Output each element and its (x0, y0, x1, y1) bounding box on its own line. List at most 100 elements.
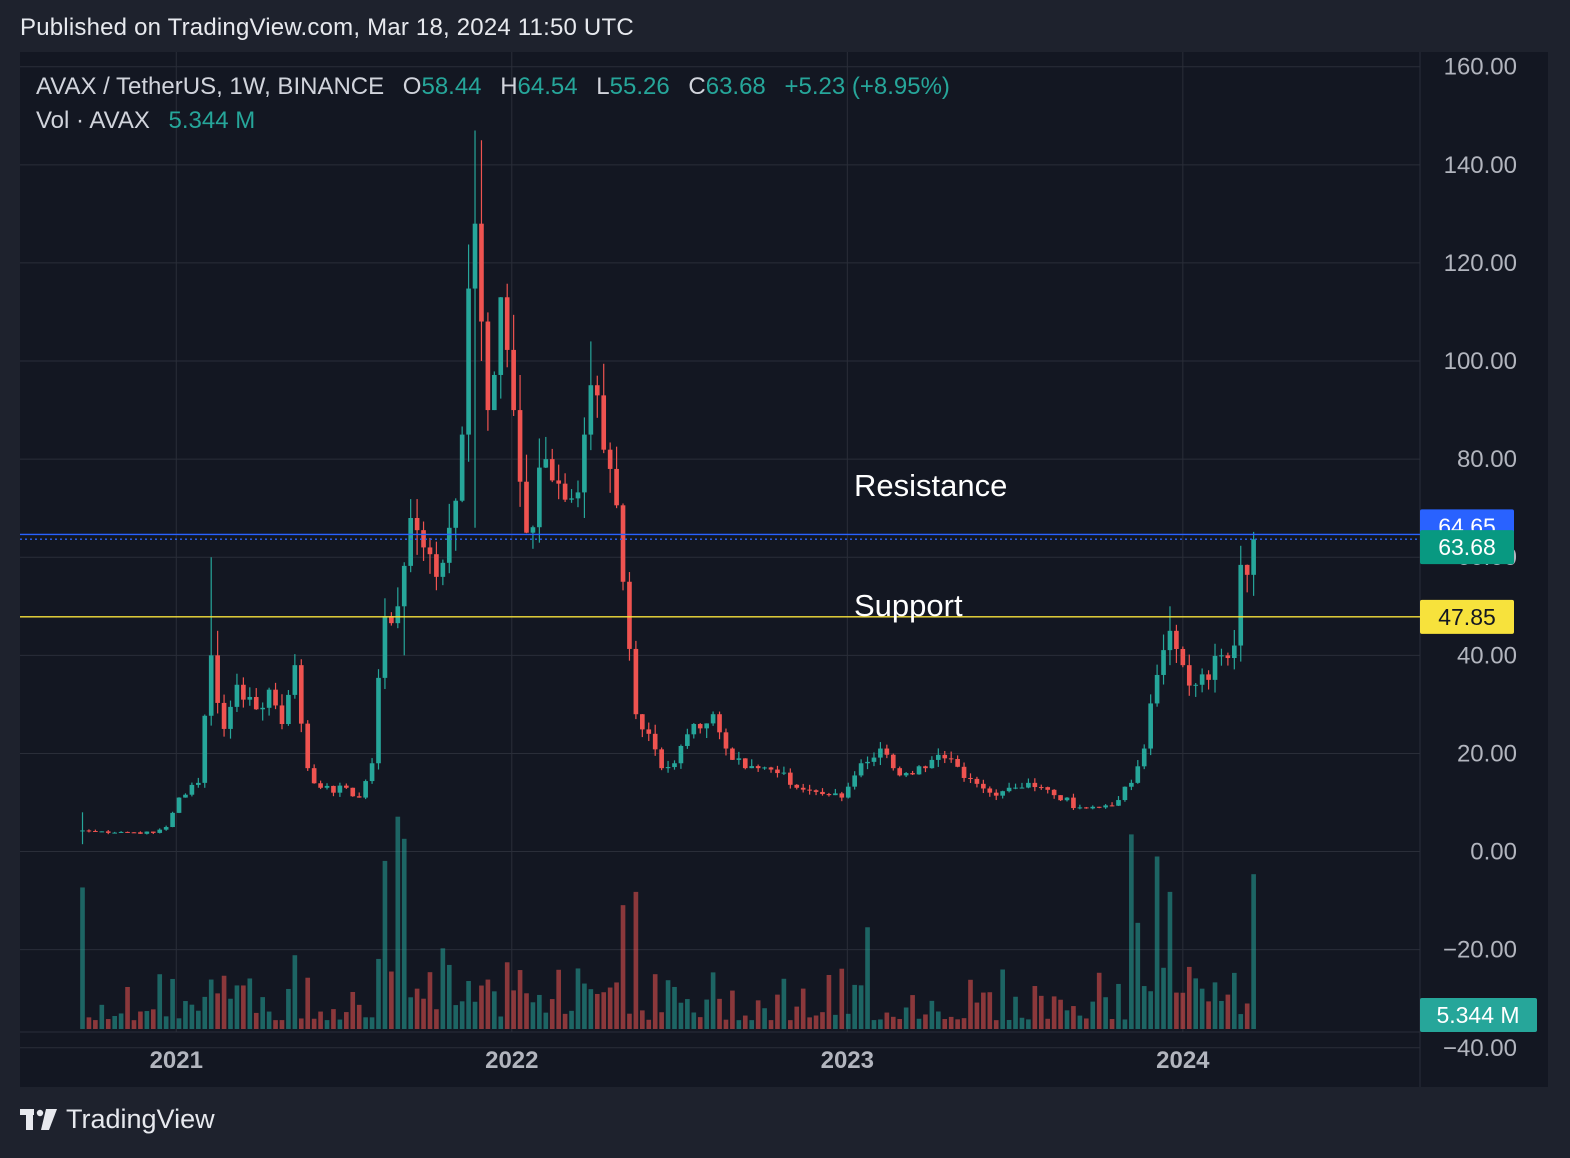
candle-body (936, 754, 941, 760)
legend-change: +5.23 (+8.95%) (784, 73, 950, 100)
candle-body (685, 734, 690, 746)
volume-bar (601, 992, 607, 1029)
volume-bar (144, 1011, 150, 1029)
legend-open-label: O (402, 73, 422, 100)
volume-bar (440, 948, 446, 1029)
volume-bar (170, 978, 175, 1029)
volume-bar (627, 1013, 632, 1029)
legend-close-label: C (688, 73, 706, 100)
y-tick-label: 140.00 (1444, 152, 1517, 179)
volume-bar (1167, 891, 1173, 1029)
volume-bar (813, 1015, 819, 1029)
x-tick-label: 2023 (821, 1047, 874, 1074)
volume-bar (253, 1012, 259, 1029)
candle-body (305, 723, 311, 769)
volume-bar (234, 985, 240, 1029)
candle-body (221, 702, 227, 729)
volume-bar (961, 1018, 967, 1029)
candle-body (852, 775, 857, 787)
volume-bar (678, 1002, 684, 1029)
footer-brand: TradingView (66, 1104, 215, 1134)
volume-bar (929, 1000, 935, 1029)
volume-bar (910, 995, 915, 1029)
candle-body (1051, 789, 1057, 796)
volume-bar (659, 1012, 664, 1029)
y-tick-label: −20.00 (1443, 937, 1517, 964)
candle-body (369, 763, 375, 782)
candle-body (691, 724, 697, 735)
volume-bar (549, 999, 555, 1029)
volume-bar (672, 986, 677, 1029)
candle-body (736, 758, 742, 760)
chart-panel[interactable]: 160.00140.00120.00100.0080.0060.0040.002… (20, 52, 1548, 1087)
volume-bar (273, 1020, 278, 1029)
candle-body (1096, 806, 1102, 808)
candle-body (762, 767, 767, 769)
candle-body (421, 530, 426, 548)
price-chart[interactable]: 160.00140.00120.00100.0080.0060.0040.002… (20, 52, 1548, 1087)
volume-bar (305, 977, 311, 1029)
volume-bar (86, 1017, 92, 1029)
candle-body (170, 812, 175, 828)
candle-body (987, 788, 993, 793)
volume-bar (1000, 969, 1005, 1029)
candle-body (1109, 805, 1115, 807)
candle-body (279, 705, 285, 725)
candle-body (1000, 791, 1005, 796)
volume-bar (993, 1020, 999, 1029)
volume-bar (717, 998, 722, 1029)
candle-body (865, 761, 870, 764)
candle-body (755, 766, 761, 769)
candle-body (537, 467, 542, 528)
y-tick-label: 0.00 (1470, 839, 1517, 866)
candle-body (344, 785, 349, 788)
volume-bar (691, 1012, 697, 1029)
volume-bar (936, 1011, 941, 1029)
volume-label-box (1420, 998, 1537, 1032)
candle-body (157, 829, 163, 833)
price-label-box (1420, 599, 1514, 634)
candle-body (1122, 786, 1128, 801)
volume-bar (1116, 983, 1121, 1029)
volume-bar (1122, 1019, 1128, 1029)
candle-body (781, 772, 787, 774)
volume-bar (968, 979, 973, 1029)
volume-bar (1064, 1010, 1070, 1029)
price-label-text: 47.85 (1438, 604, 1496, 630)
candle-body (614, 468, 619, 506)
volume-bar (742, 1015, 748, 1029)
candle-body (292, 665, 298, 695)
volume-bar (1186, 966, 1192, 1029)
candle-body (376, 677, 381, 764)
volume-bar (1038, 995, 1044, 1029)
candle-body (1161, 650, 1166, 675)
volume-bar (517, 970, 523, 1029)
candle-body (408, 517, 413, 566)
candle-body (1071, 797, 1076, 809)
candle-body (633, 648, 639, 715)
legend-symbol: AVAX / TetherUS, 1W, BINANCE (36, 73, 385, 100)
candle-body (112, 832, 117, 834)
volume-bar (498, 1016, 504, 1029)
y-tick-label: 120.00 (1444, 250, 1517, 277)
volume-bar (298, 1018, 304, 1029)
candle-body (768, 767, 774, 770)
volume-bar (247, 978, 253, 1029)
candle-body (208, 655, 214, 716)
volume-bar (1071, 1006, 1076, 1029)
candle-body (1103, 805, 1108, 808)
legend-low: 55.26 (609, 73, 670, 100)
candle-body (878, 748, 883, 758)
volume-bar (382, 860, 388, 1029)
volume-bar (607, 987, 613, 1029)
volume-bar (105, 1019, 111, 1029)
candle-body (183, 794, 188, 798)
candle-body (266, 689, 272, 708)
candle-body (968, 777, 973, 779)
candle-body (189, 784, 195, 795)
candle-body (163, 827, 169, 830)
candle-body (1212, 655, 1218, 680)
volume-bar (903, 1007, 909, 1029)
candle-body (884, 748, 890, 755)
